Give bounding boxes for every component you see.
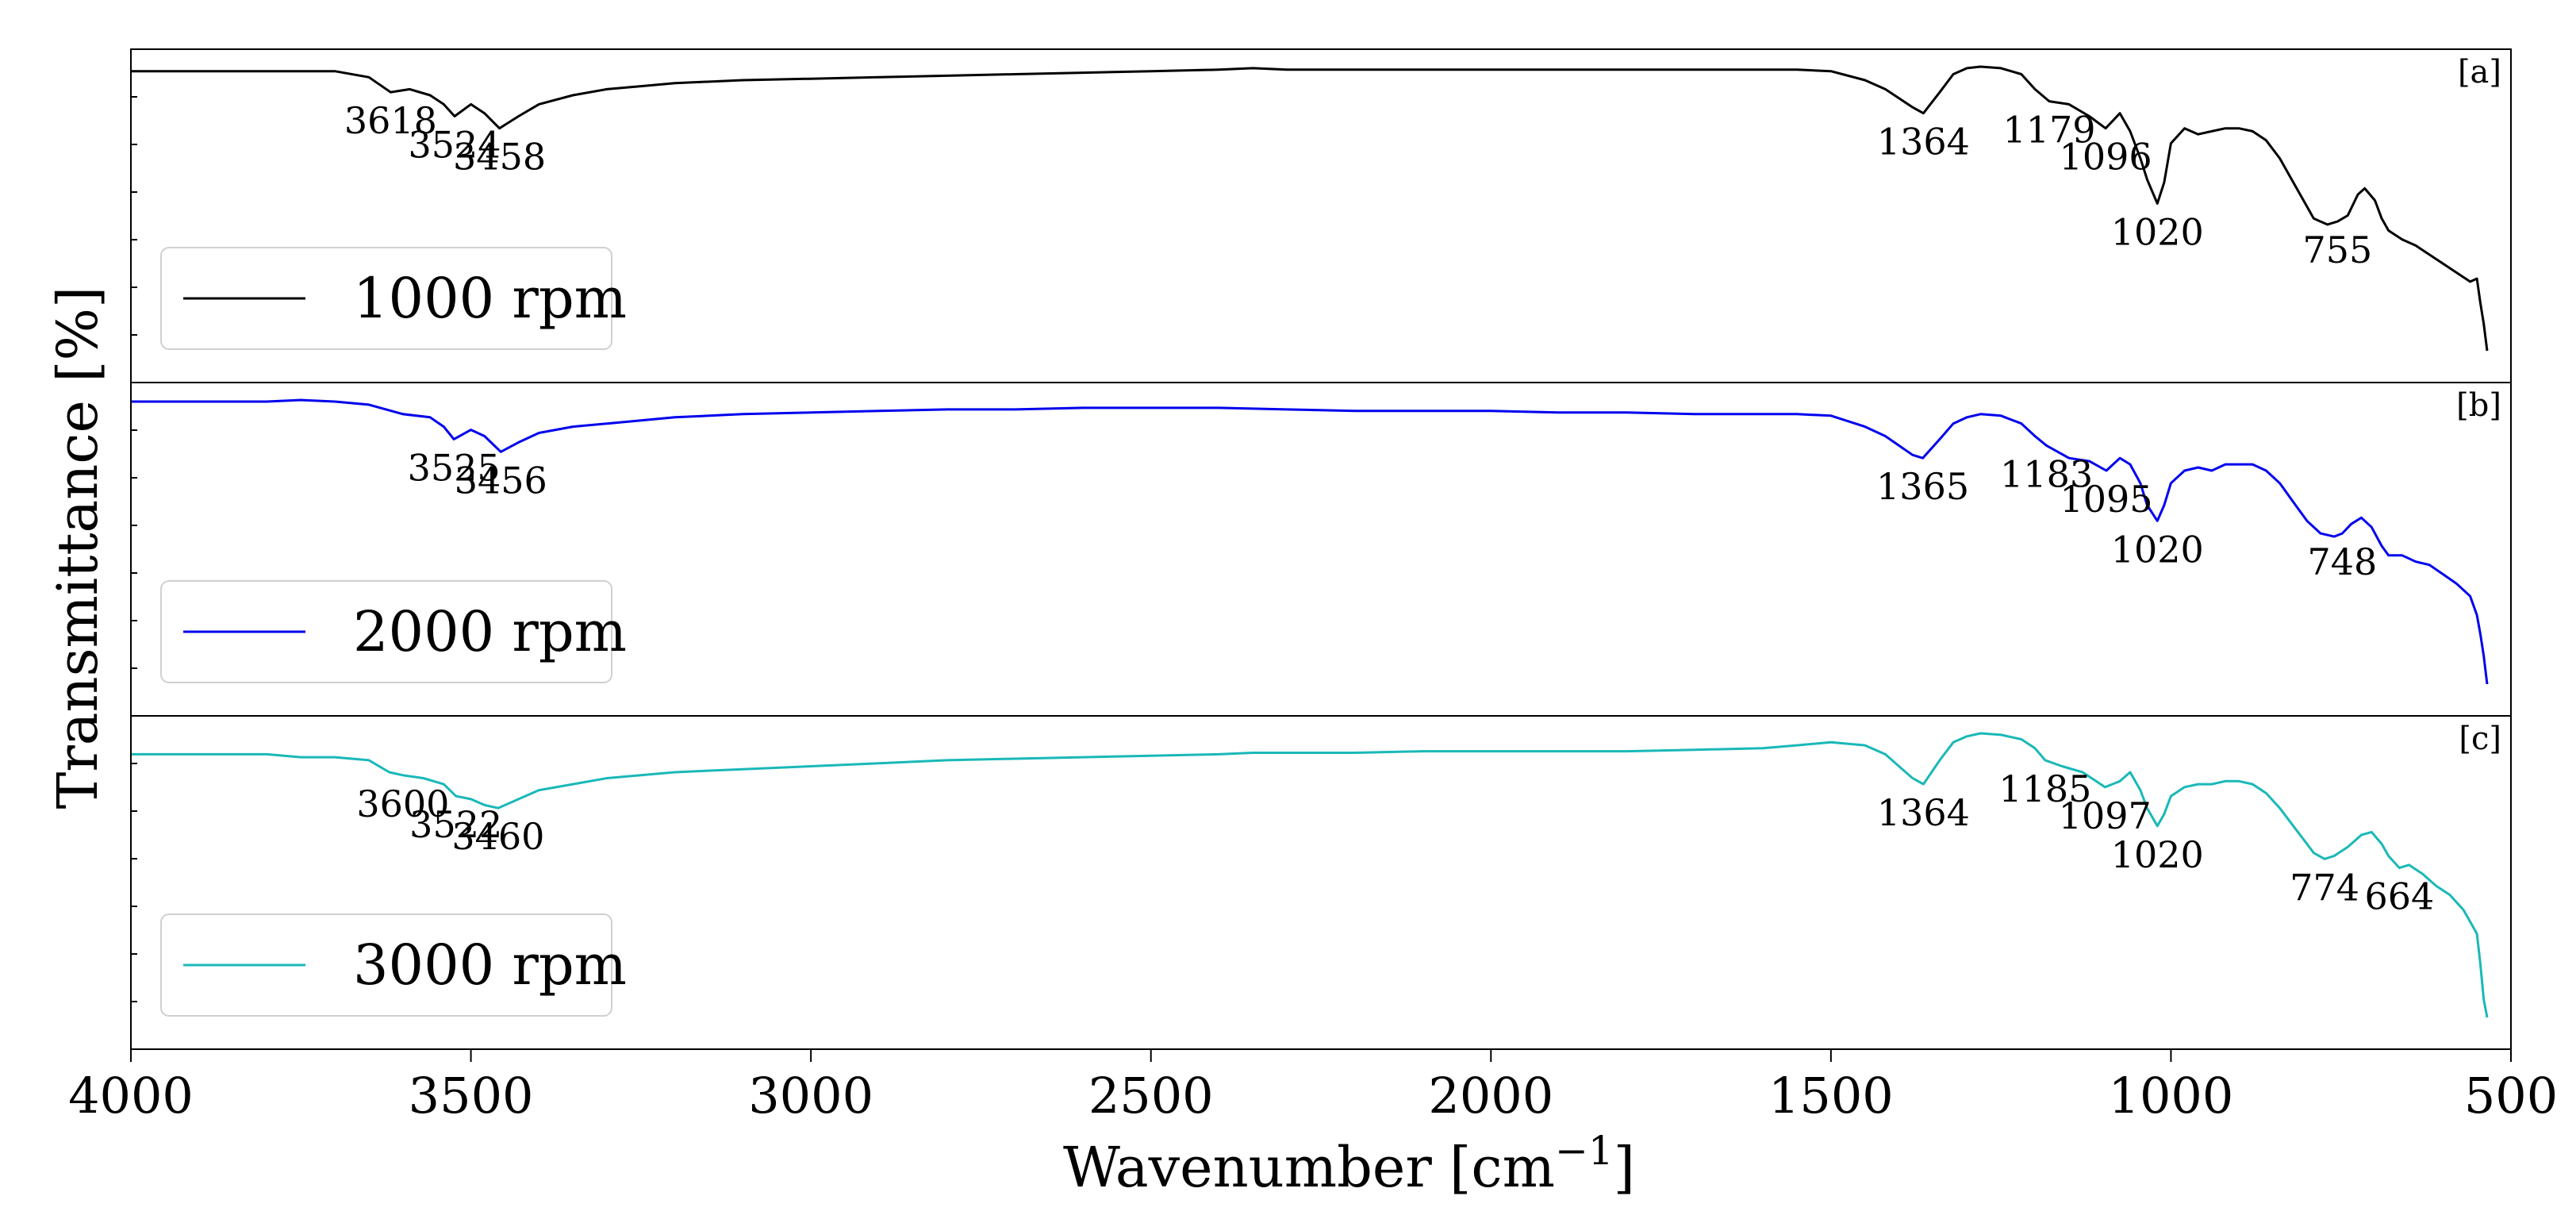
x-tick-label: 3500 <box>409 1067 534 1125</box>
peak-label: 1365 <box>1876 465 1969 508</box>
peak-label: 1020 <box>2111 833 2204 876</box>
peak-label: 3458 <box>453 136 546 179</box>
legend: 2000 rpm <box>160 580 627 683</box>
legend-label: 3000 rpm <box>353 933 627 998</box>
x-tick-label: 3000 <box>748 1067 873 1125</box>
peak-label: 1020 <box>2111 528 2204 571</box>
legend-label: 2000 rpm <box>353 599 627 664</box>
x-tick-label: 4000 <box>68 1067 194 1125</box>
x-tick-label: 2000 <box>1428 1067 1553 1125</box>
panel-tag: [c] <box>2459 721 2501 757</box>
peak-label: 1364 <box>1877 121 1970 163</box>
peak-label: 3456 <box>455 459 547 502</box>
x-axis: 4000 3500 3000 2500 2000 1500 1000 500 <box>68 1049 2558 1125</box>
x-axis-title-main: Wavenumber [cm <box>1063 1135 1555 1200</box>
x-axis-title-close: ] <box>1614 1135 1635 1200</box>
legend: 1000 rpm <box>160 247 627 350</box>
peak-label: 1020 <box>2111 210 2204 253</box>
x-tick-label: 2500 <box>1088 1067 1214 1125</box>
peak-label: 3618 <box>344 99 437 142</box>
legend-box <box>160 913 612 1017</box>
peak-label: 1185 <box>1998 767 2091 810</box>
x-tick-label: 500 <box>2464 1067 2558 1125</box>
peak-label: 755 <box>2303 229 2373 271</box>
series-line-3000-rpm <box>131 732 2489 1018</box>
peak-label: 3460 <box>451 815 544 858</box>
peak-label: 1179 <box>2002 109 2095 152</box>
y-axis-title: Transmittance [%] <box>45 287 110 810</box>
legend-box <box>160 247 612 350</box>
peak-label: 748 <box>2308 540 2378 583</box>
peak-label: 1097 <box>2059 794 2152 837</box>
peak-label: 3525 <box>408 446 501 489</box>
series-line-2000-rpm <box>131 398 2489 685</box>
legend: 3000 rpm <box>160 913 627 1017</box>
peak-label: 1095 <box>2060 478 2152 521</box>
legend-label: 1000 rpm <box>353 266 627 331</box>
panel-frame <box>130 715 2512 1050</box>
series-line-1000-rpm <box>131 65 2489 352</box>
legend-box <box>160 580 612 683</box>
peak-label: 1364 <box>1877 791 1970 834</box>
peak-label: 3600 <box>356 783 449 825</box>
peak-label: 1183 <box>2000 452 2093 495</box>
x-axis-title: Wavenumber [cm−1] <box>1063 1128 1635 1200</box>
peak-label: 664 <box>2365 875 2435 918</box>
peak-label: 774 <box>2290 866 2359 909</box>
x-tick-label: 1000 <box>2109 1067 2234 1125</box>
peak-label: 3522 <box>409 803 502 846</box>
peak-label: 1096 <box>2060 136 2152 179</box>
peak-label: 3524 <box>408 124 501 167</box>
panel-tag: [a] <box>2458 54 2501 90</box>
panel-tag: [b] <box>2456 387 2501 424</box>
x-tick-label: 1500 <box>1768 1067 1894 1125</box>
x-axis-title-superscript: −1 <box>1555 1128 1614 1174</box>
